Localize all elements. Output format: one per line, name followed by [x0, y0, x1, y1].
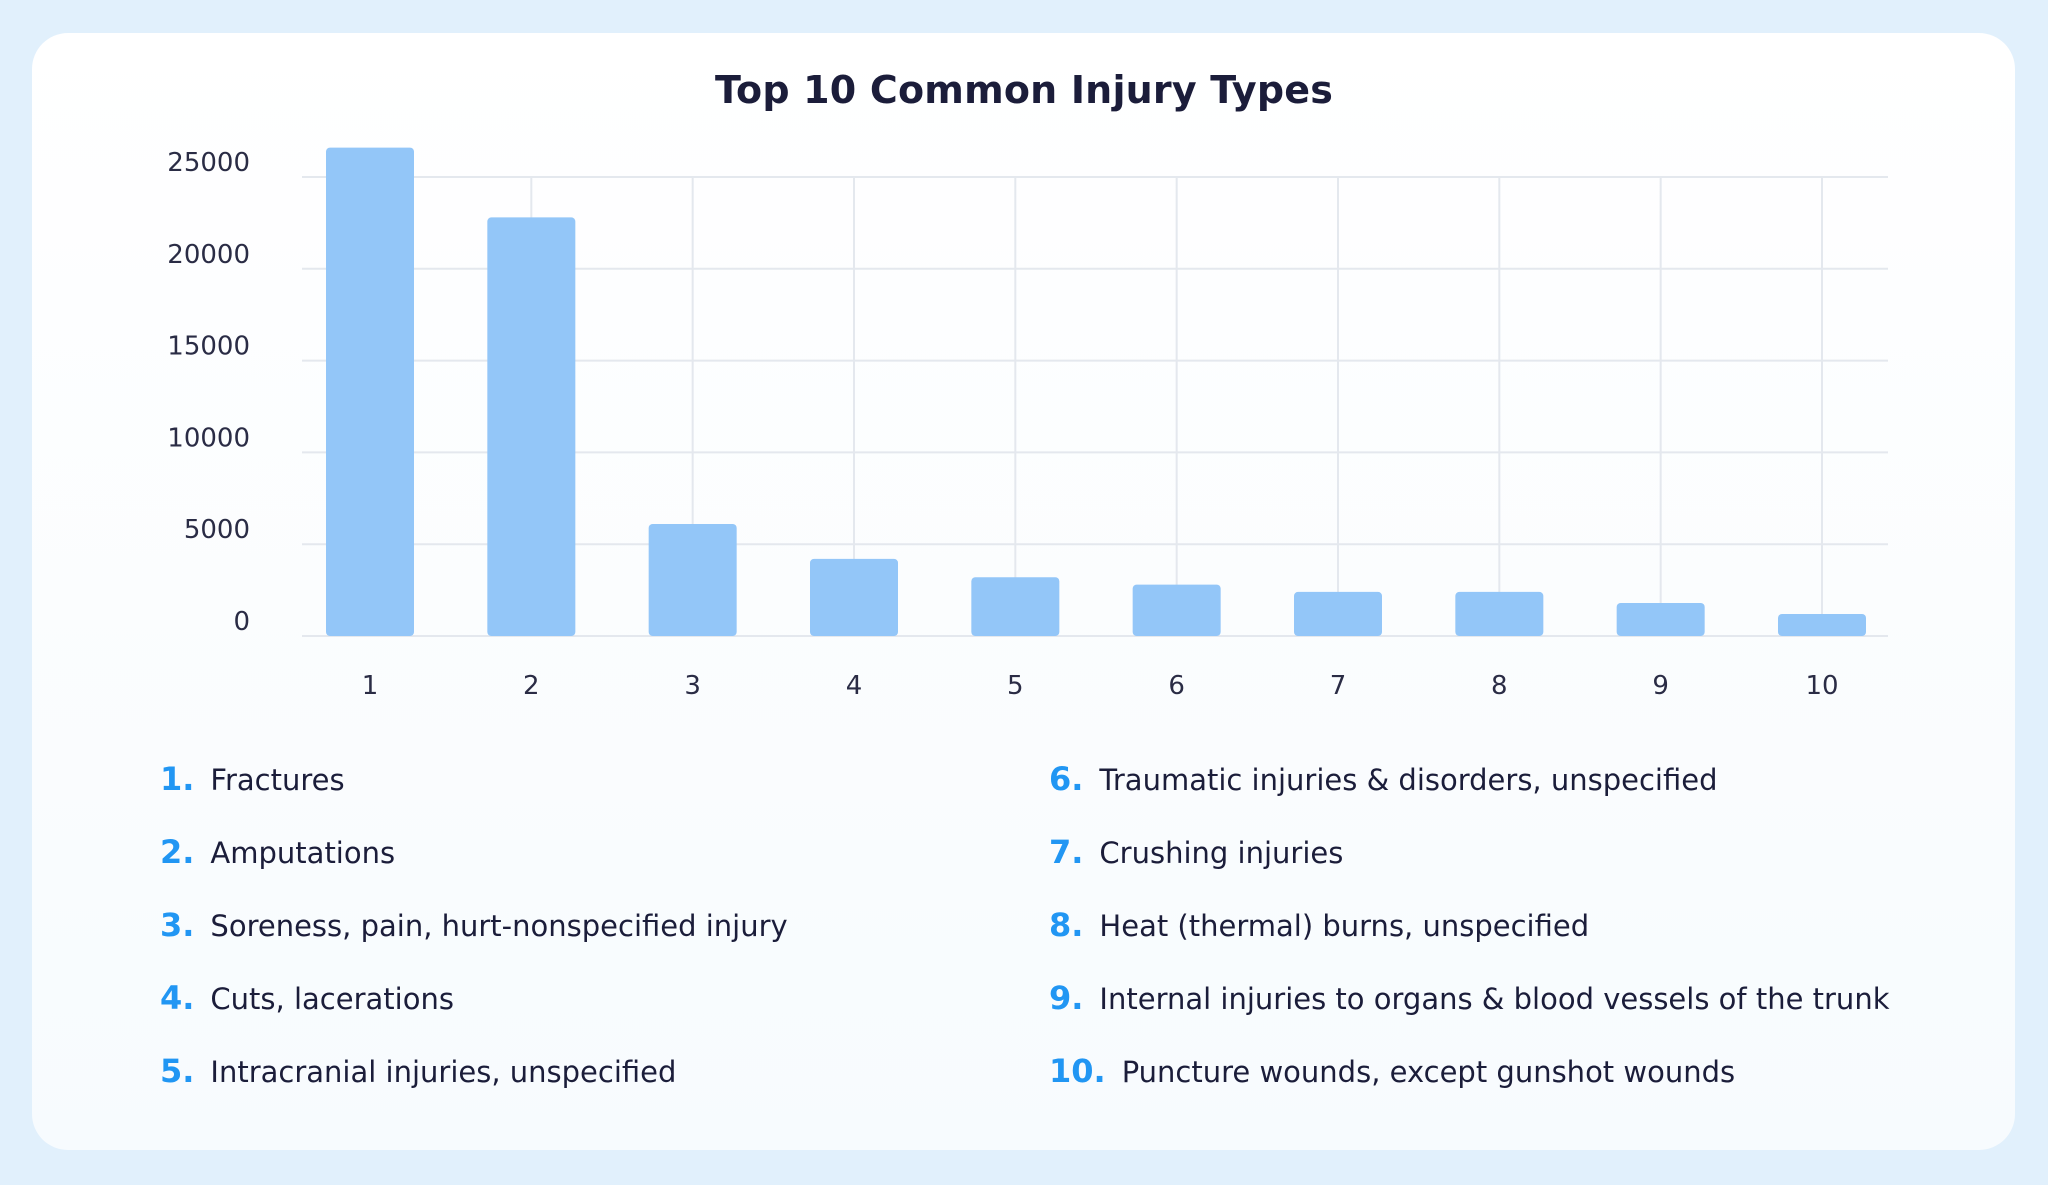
bar[interactable]	[1616, 602, 1705, 636]
bar[interactable]	[1132, 584, 1221, 636]
x-tick-label: 9	[1652, 671, 1669, 701]
x-axis-ticks: 1 2 3 4 5 6 7 8 9 10	[362, 671, 1839, 701]
x-tick-label: 5	[1007, 671, 1024, 701]
y-tick-label: 10000	[167, 423, 250, 453]
chart-title: Top 10 Common Injury Types	[714, 68, 1334, 112]
y-tick-label: 0	[233, 607, 250, 637]
chart-bars	[326, 147, 1866, 636]
bar[interactable]	[1778, 613, 1866, 636]
x-tick-label: 6	[1168, 671, 1185, 701]
y-tick-label: 25000	[167, 148, 250, 178]
x-tick-label: 1	[362, 671, 379, 701]
x-tick-label: 8	[1491, 671, 1508, 701]
x-tick-label: 3	[684, 671, 701, 701]
bar[interactable]	[971, 577, 1060, 636]
y-axis-ticks: 0 5000 10000 15000 20000 25000	[167, 148, 250, 637]
bar[interactable]	[1455, 591, 1544, 636]
x-tick-label: 7	[1330, 671, 1347, 701]
y-tick-label: 20000	[167, 240, 250, 270]
bar[interactable]	[648, 524, 737, 636]
bar[interactable]	[1294, 591, 1382, 636]
x-tick-label: 10	[1805, 671, 1838, 701]
x-tick-label: 4	[846, 671, 863, 701]
x-tick-label: 2	[523, 671, 540, 701]
y-tick-label: 15000	[167, 332, 250, 362]
bar[interactable]	[326, 147, 414, 636]
y-tick-label: 5000	[184, 515, 250, 545]
bar[interactable]	[487, 217, 576, 636]
bar[interactable]	[810, 558, 898, 636]
